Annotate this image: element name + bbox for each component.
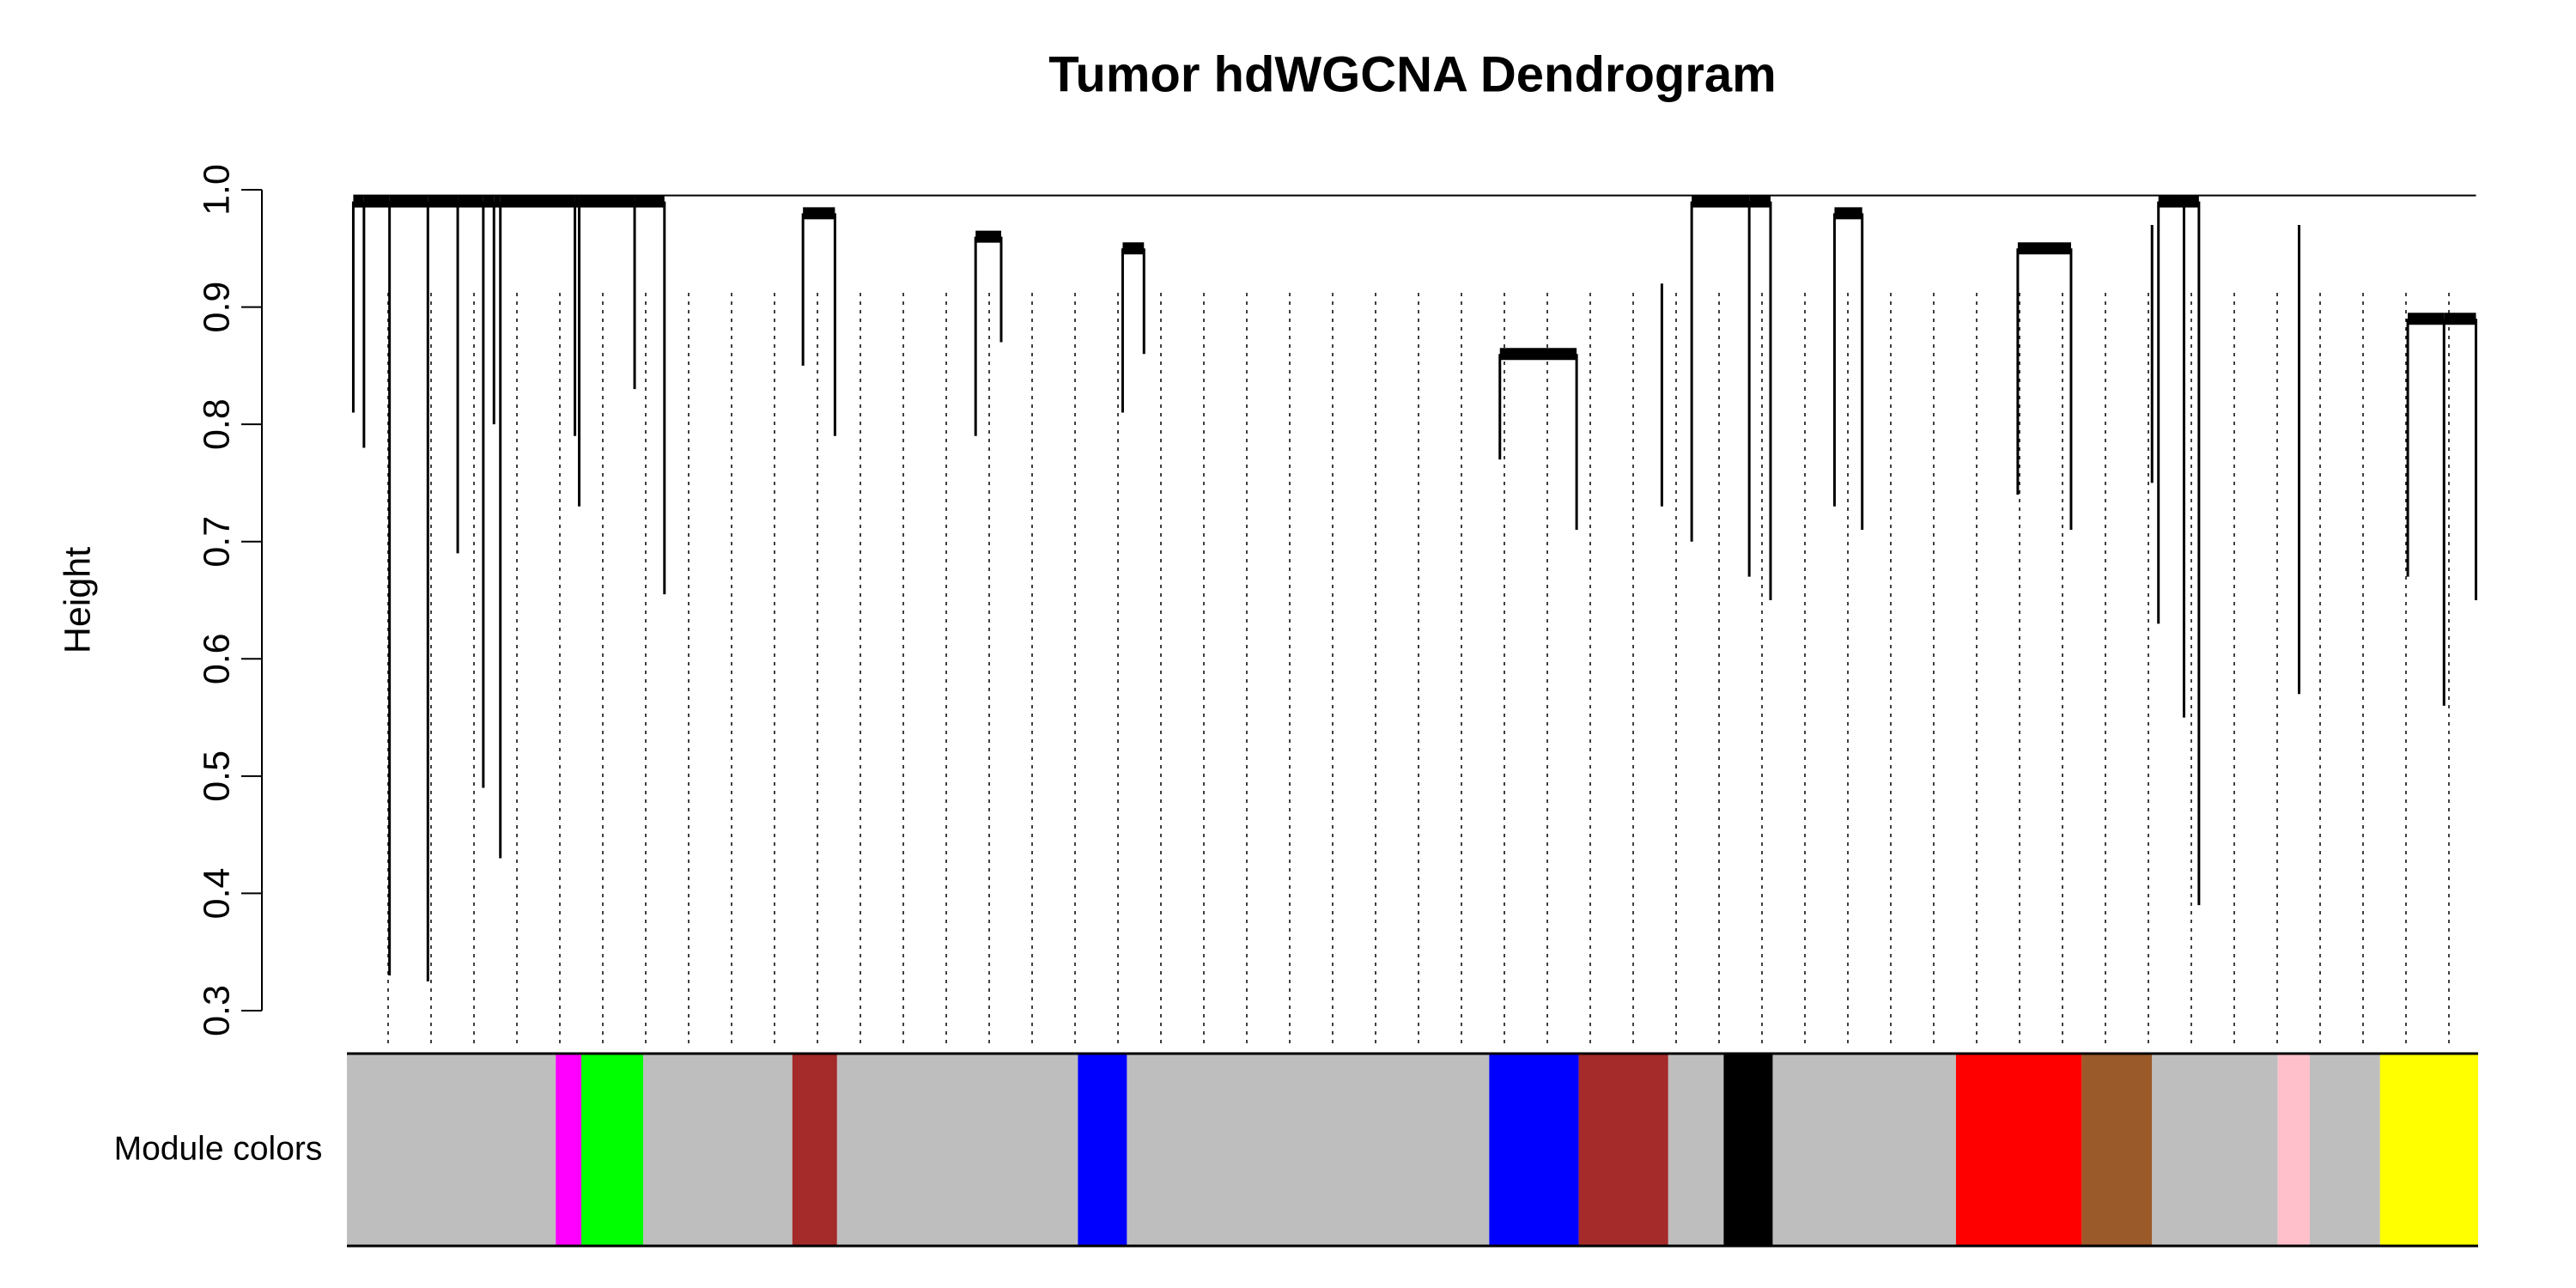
module-color — [2379, 1054, 2478, 1246]
y-tick-label: 1.0 — [196, 164, 237, 216]
module-color — [581, 1054, 643, 1246]
chart-title: Tumor hdWGCNA Dendrogram — [1048, 46, 1776, 102]
module-color — [2081, 1054, 2153, 1246]
module-color — [347, 1054, 556, 1246]
color-bar-label: Module colors — [114, 1130, 323, 1167]
module-color — [1489, 1054, 1579, 1246]
y-tick-label: 0.7 — [196, 516, 237, 568]
module-color — [792, 1054, 837, 1246]
y-tick-label: 0.3 — [196, 985, 237, 1036]
module-color — [1955, 1054, 2082, 1246]
module-color — [1078, 1054, 1127, 1246]
module-color — [2277, 1054, 2310, 1246]
module-color — [2152, 1054, 2278, 1246]
y-tick-label: 0.6 — [196, 633, 237, 684]
module-color — [1127, 1054, 1490, 1246]
module-color — [836, 1054, 1078, 1246]
module-color — [556, 1054, 582, 1246]
y-tick-label: 0.9 — [196, 282, 237, 333]
y-tick-label: 0.8 — [196, 398, 237, 450]
module-color — [642, 1054, 793, 1246]
module-color — [1723, 1054, 1773, 1246]
y-tick-label: 0.5 — [196, 750, 237, 802]
module-color — [2309, 1054, 2380, 1246]
y-tick-label: 0.4 — [196, 868, 237, 920]
module-color — [1578, 1054, 1668, 1246]
y-axis-label: Height — [57, 547, 98, 653]
module-color — [1772, 1054, 1956, 1246]
module-color — [1668, 1054, 1724, 1246]
